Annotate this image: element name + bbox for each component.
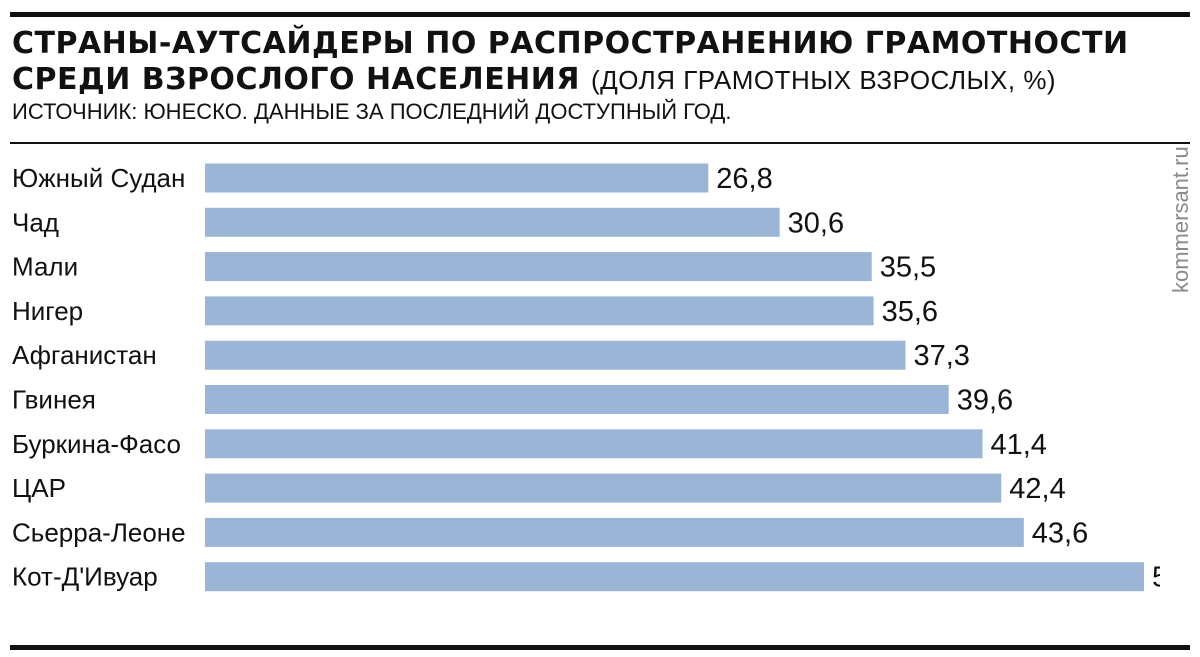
value-label: 26,8 — [716, 163, 772, 195]
bar — [205, 163, 709, 193]
watermark: kommersant.ru — [1168, 146, 1193, 293]
value-label: 50 — [1152, 562, 1160, 594]
category-label: Афганистан — [12, 340, 157, 370]
category-label: Буркина-Фасо — [12, 429, 181, 459]
value-label: 35,5 — [880, 252, 936, 284]
category-label: ЦАР — [12, 473, 66, 503]
bottom-rule — [10, 645, 1190, 650]
category-label: Южный Судан — [12, 163, 185, 193]
bar — [205, 340, 906, 370]
category-label: Сьерра-Леоне — [12, 517, 186, 547]
header-divider — [10, 142, 1190, 144]
bar — [205, 296, 874, 326]
bar — [205, 473, 1002, 503]
category-label: Гвинея — [12, 385, 96, 415]
value-label: 42,4 — [1009, 473, 1065, 505]
bar — [205, 517, 1024, 547]
value-label: 43,6 — [1032, 517, 1088, 549]
bar — [205, 385, 949, 414]
source-note: ИСТОЧНИК: ЮНЕСКО. ДАННЫЕ ЗА ПОСЛЕДНИЙ ДО… — [12, 99, 732, 124]
value-label: 35,6 — [882, 296, 938, 328]
value-label: 41,4 — [990, 429, 1046, 461]
category-label: Кот-Д'Ивуар — [12, 562, 158, 592]
chart-title-unit: (ДОЛЯ ГРАМОТНЫХ ВЗРОСЛЫХ, %) — [590, 65, 1057, 95]
category-label: Чад — [12, 207, 59, 237]
bar-chart: Южный Судан 26,8 Чад 30,6 Мали 35,5 Нигер 35,6 А… — [12, 163, 1160, 594]
bar — [205, 562, 1144, 592]
category-label: Мали — [12, 252, 78, 282]
value-label: 39,6 — [957, 385, 1013, 417]
value-label: 37,3 — [913, 340, 969, 372]
bar — [205, 429, 983, 459]
chart-title-bold: СТРАНЫ-АУТСАЙДЕРЫ ПО РАСПРОСТРАНЕНИЮ ГРА… — [12, 26, 1129, 97]
value-label: 30,6 — [788, 207, 844, 239]
bar — [205, 207, 780, 237]
top-rule — [10, 12, 1190, 17]
bar — [205, 252, 872, 282]
category-label: Нигер — [12, 296, 83, 326]
chart-title: СТРАНЫ-АУТСАЙДЕРЫ ПО РАСПРОСТРАНЕНИЮ ГРА… — [12, 26, 1172, 98]
